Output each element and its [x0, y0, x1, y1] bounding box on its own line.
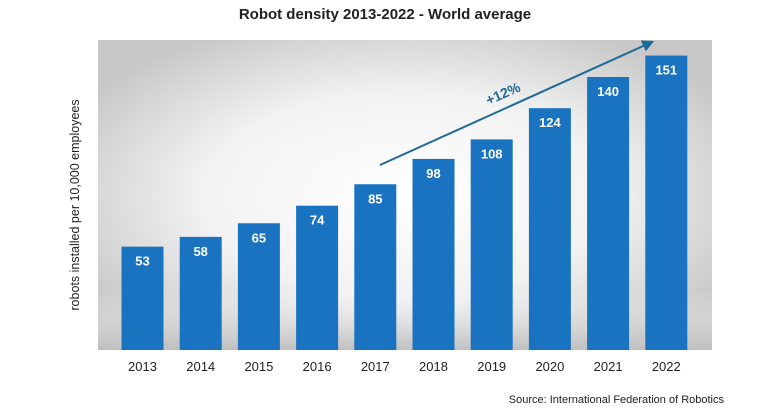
- value-label-2022: 151: [655, 63, 677, 78]
- chart-title: Robot density 2013-2022 - World average: [238, 6, 532, 23]
- value-label-2017: 85: [368, 191, 382, 206]
- x-tick-2015: 2015: [244, 359, 273, 374]
- trend-arrow: [379, 40, 655, 166]
- x-tick-2016: 2016: [303, 359, 332, 374]
- value-label-2013: 53: [135, 254, 149, 269]
- x-tick-2013: 2013: [128, 359, 157, 374]
- x-tick-2017: 2017: [361, 359, 390, 374]
- x-tick-2019: 2019: [477, 359, 506, 374]
- value-label-2016: 74: [310, 213, 325, 228]
- value-label-2019: 108: [481, 146, 503, 161]
- x-tick-2014: 2014: [186, 359, 215, 374]
- value-label-2021: 140: [597, 84, 619, 99]
- bar-2014: [179, 236, 222, 350]
- bar-2021: [587, 77, 630, 350]
- bar-2016: [296, 205, 339, 350]
- value-label-2014: 58: [193, 244, 207, 259]
- value-label-2018: 98: [426, 166, 440, 181]
- x-tick-2020: 2020: [535, 359, 564, 374]
- x-tick-2022: 2022: [652, 359, 681, 374]
- value-label-2020: 124: [539, 115, 561, 130]
- bar-2022: [645, 55, 688, 351]
- bar-2017: [354, 184, 397, 350]
- value-label-2015: 65: [252, 230, 266, 245]
- x-tick-2021: 2021: [594, 359, 623, 374]
- bar-2015: [237, 223, 280, 350]
- bar-2020: [528, 108, 571, 350]
- bar-2013: [121, 246, 164, 350]
- source-note: Source: International Federation of Robo…: [508, 394, 724, 406]
- bar-2018: [412, 158, 455, 350]
- x-tick-2018: 2018: [419, 359, 448, 374]
- bar-2019: [470, 139, 513, 350]
